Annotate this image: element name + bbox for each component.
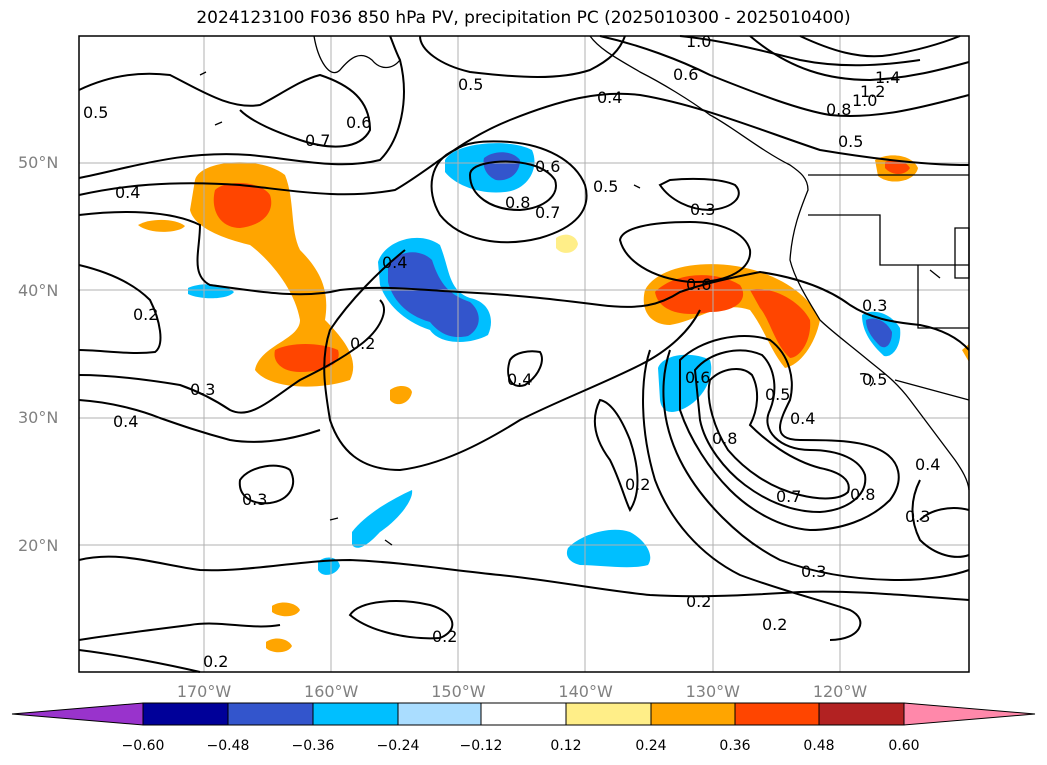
contour-label: 0.2 bbox=[133, 305, 158, 324]
colorbar-over-arrow bbox=[903, 702, 1036, 726]
precip-region-negative bbox=[483, 152, 520, 181]
precip-region-positive bbox=[274, 344, 339, 372]
contour-label: 1.0 bbox=[852, 91, 877, 110]
colorbar-bin bbox=[565, 702, 652, 726]
map-frame bbox=[78, 35, 970, 673]
contour-label: 0.3 bbox=[690, 200, 715, 219]
contour-label: 0.2 bbox=[762, 615, 787, 634]
longitude-label: 120°W bbox=[812, 682, 868, 701]
colorbar-bin bbox=[734, 702, 820, 726]
contour-label: 0.4 bbox=[113, 412, 138, 431]
precip-region-negative bbox=[566, 529, 651, 568]
longitude-label: 130°W bbox=[685, 682, 740, 701]
contour-label: 0.6 bbox=[535, 157, 560, 176]
contour-label: 0.5 bbox=[458, 75, 483, 94]
precip-region-positive bbox=[750, 289, 811, 358]
contour-label: 0.6 bbox=[673, 65, 698, 84]
contour-label: 0.8 bbox=[826, 100, 851, 119]
precip-region-positive bbox=[138, 219, 185, 232]
map-background bbox=[79, 36, 969, 672]
colorbar bbox=[11, 702, 1036, 726]
contour-label: 0.5 bbox=[83, 103, 108, 122]
contour-label: 1.2 bbox=[860, 82, 885, 101]
longitude-label: 170°W bbox=[176, 682, 232, 701]
colorbar-tick-label: −0.60 bbox=[121, 738, 165, 754]
contour-labels: 1.0 1.4 1.2 1.0 0.8 0.5 0.6 0.4 0.5 0.5 … bbox=[83, 32, 940, 671]
contour-label: 0.3 bbox=[190, 380, 215, 399]
colorbar-tick-label: −0.12 bbox=[459, 738, 503, 754]
colorbar-tick-label: 0.12 bbox=[550, 738, 582, 754]
contour-label: 0.8 bbox=[850, 485, 875, 504]
contour-label: 0.3 bbox=[862, 296, 887, 315]
colorbar-bin bbox=[818, 702, 905, 726]
precip-region-positive bbox=[213, 183, 272, 228]
precip-region-negative bbox=[352, 490, 413, 548]
contour-label: 0.4 bbox=[115, 183, 140, 202]
contour-label: 0.5 bbox=[593, 177, 618, 196]
contour-label: 0.5 bbox=[862, 370, 887, 389]
latitude-label: 20°N bbox=[18, 535, 59, 555]
precip-region-positive bbox=[390, 386, 412, 405]
contour-label: 0.8 bbox=[712, 429, 737, 448]
latitude-label: 40°N bbox=[18, 280, 59, 300]
contour-label: 0.8 bbox=[505, 193, 530, 212]
contour-label: 0.5 bbox=[838, 132, 863, 151]
colorbar-tick-label: −0.24 bbox=[376, 738, 420, 754]
contour-label: 0.2 bbox=[625, 475, 650, 494]
contour-label: 1.4 bbox=[875, 68, 900, 87]
contour-label: 0.3 bbox=[905, 507, 930, 526]
precip-region-negative bbox=[388, 252, 479, 338]
contour-label: 0.7 bbox=[776, 487, 801, 506]
longitude-label: 160°W bbox=[304, 682, 359, 701]
map-title: 2024123100 F036 850 hPa PV, precipitatio… bbox=[196, 8, 851, 28]
contour-label: 0.3 bbox=[242, 490, 267, 509]
precip-region-positive bbox=[655, 275, 744, 314]
colorbar-bin bbox=[227, 702, 314, 726]
colorbar-bin bbox=[650, 702, 736, 726]
contour-label: 0.2 bbox=[350, 334, 375, 353]
contour-label: 1.0 bbox=[686, 32, 711, 51]
contour-label: 0.2 bbox=[432, 627, 457, 646]
contour-label: 0.4 bbox=[597, 88, 622, 107]
colorbar-bin bbox=[312, 702, 399, 726]
colorbar-tick-label: −0.36 bbox=[291, 738, 335, 754]
longitude-label: 140°W bbox=[558, 682, 613, 701]
colorbar-tick-label: −0.48 bbox=[206, 738, 250, 754]
colorbar-tick-label: 0.60 bbox=[888, 738, 920, 754]
longitude-label: 150°W bbox=[431, 682, 486, 701]
contour-label: 0.2 bbox=[686, 592, 711, 611]
contour-label: 0.4 bbox=[382, 253, 407, 272]
contour-label: 0.4 bbox=[915, 455, 940, 474]
colorbar-tick-label: 0.36 bbox=[719, 738, 751, 754]
contour-label: 0.2 bbox=[203, 652, 228, 671]
pv-contours bbox=[78, 35, 970, 673]
contour-label: 0.5 bbox=[765, 385, 790, 404]
colorbar-tick-label: 0.24 bbox=[635, 738, 667, 754]
contour-label: 0.3 bbox=[801, 562, 826, 581]
contour-label: 0.6 bbox=[685, 368, 710, 387]
latitude-label: 50°N bbox=[18, 153, 59, 172]
precip-region-positive bbox=[272, 602, 300, 617]
precip-region-positive bbox=[266, 638, 292, 653]
contour-label: 0.6 bbox=[686, 275, 711, 294]
colorbar-tick-label: 0.48 bbox=[803, 738, 835, 754]
colorbar-bin bbox=[480, 702, 567, 726]
precip-region-negative bbox=[188, 284, 234, 299]
colorbar-bin bbox=[142, 702, 229, 726]
precip-region-negative bbox=[866, 318, 892, 348]
precip-region-positive bbox=[556, 234, 578, 253]
contour-label: 0.6 bbox=[346, 113, 371, 132]
latitude-label: 30°N bbox=[18, 408, 59, 427]
contour-label: 0.4 bbox=[507, 370, 532, 389]
coastlines bbox=[199, 35, 970, 546]
contour-label: 0.7 bbox=[535, 203, 560, 222]
colorbar-bin bbox=[397, 702, 482, 726]
colorbar-under-arrow bbox=[11, 702, 144, 726]
contour-label: 0.4 bbox=[790, 409, 815, 428]
contour-label: 0.7 bbox=[305, 131, 330, 150]
